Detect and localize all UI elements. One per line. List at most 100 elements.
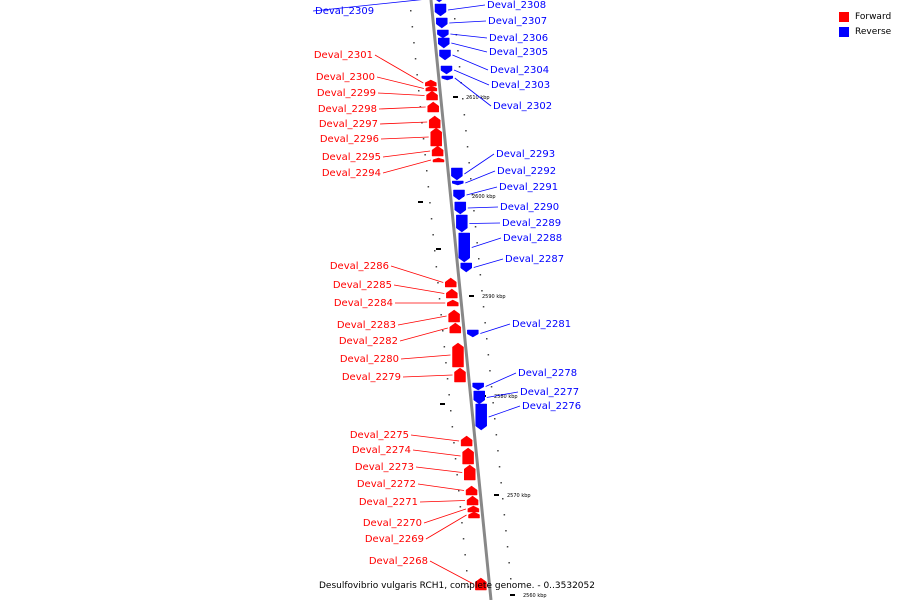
gene-label: Deval_2290 — [500, 202, 559, 213]
gene-label: Deval_2268 — [369, 556, 428, 567]
minor-tick — [427, 186, 430, 188]
gene-arrow — [438, 37, 450, 49]
gene-arrow — [460, 435, 473, 447]
minor-tick — [442, 330, 444, 332]
gene-arrow — [452, 342, 464, 368]
minor-tick — [457, 50, 459, 52]
gene-connector — [464, 153, 495, 175]
gene-label: Deval_2282 — [339, 336, 398, 347]
scale-tick — [494, 494, 499, 496]
gene-label: Deval_2302 — [493, 101, 552, 112]
gene-connector — [452, 54, 489, 71]
minor-tick — [434, 250, 436, 252]
minor-tick — [416, 74, 418, 76]
legend-item-forward: Forward — [839, 9, 891, 24]
gene-arrow — [434, 3, 447, 17]
minor-tick — [506, 546, 509, 548]
minor-tick — [481, 290, 483, 292]
gene-arrow — [445, 277, 457, 288]
minor-tick — [454, 18, 456, 20]
gene-arrow — [431, 145, 444, 157]
gene-label: Deval_2285 — [333, 280, 392, 291]
scale-tick — [510, 594, 515, 596]
gene-arrow — [453, 189, 465, 201]
gene-connector — [471, 237, 502, 248]
minor-tick — [426, 170, 428, 172]
gene-connector — [382, 159, 432, 174]
gene-connector — [410, 434, 460, 442]
gene-connector — [393, 284, 445, 294]
minor-tick — [471, 194, 474, 196]
gene-label: Deval_2271 — [359, 497, 418, 508]
gene-arrow — [451, 167, 463, 181]
minor-tick — [467, 586, 470, 588]
gene-arrow — [440, 65, 453, 75]
gene-label: Deval_2277 — [520, 387, 579, 398]
scale-tick — [418, 201, 423, 203]
gene-connector — [415, 466, 463, 473]
minor-tick — [474, 226, 477, 228]
minor-tick — [414, 58, 417, 60]
minor-tick — [503, 514, 506, 516]
scale-tick — [469, 295, 474, 297]
gene-label: Deval_2288 — [503, 233, 562, 244]
minor-tick — [508, 562, 510, 564]
gene-connector — [397, 315, 447, 326]
gene-connector — [488, 405, 521, 418]
gene-arrow — [465, 485, 478, 496]
gene-label: Deval_2286 — [330, 261, 389, 272]
minor-tick — [451, 426, 454, 428]
gene-arrow — [430, 127, 442, 147]
reverse-swatch — [839, 26, 849, 37]
gene-label: Deval_2306 — [489, 33, 548, 44]
minor-tick — [484, 322, 486, 324]
gene-connector — [382, 150, 431, 158]
gene-arrow — [447, 299, 459, 307]
gene-arrow — [427, 101, 439, 113]
minor-tick — [446, 378, 449, 380]
gene-arrow — [467, 329, 479, 338]
minor-tick — [494, 418, 496, 420]
gene-arrow — [439, 49, 451, 61]
gene-connector — [453, 69, 490, 86]
minor-tick — [411, 26, 414, 28]
gene-connector — [377, 92, 425, 96]
gene-label: Deval_2272 — [357, 479, 416, 490]
minor-tick — [463, 114, 466, 116]
minor-tick — [476, 242, 478, 244]
minor-tick — [502, 498, 504, 500]
minor-tick — [448, 394, 450, 396]
gene-label: Deval_2278 — [518, 368, 577, 379]
gene-label: Deval_2293 — [496, 149, 555, 160]
minor-tick — [490, 386, 493, 388]
scale-marks: 2610 kbp 2600 kbp 2590 kbp 2580 kbp 2570 kbp… — [418, 95, 547, 599]
gene-arrow — [460, 262, 472, 273]
minor-tick — [492, 402, 494, 404]
gene-arrow — [467, 505, 480, 513]
minor-tick — [482, 306, 485, 308]
minor-tick — [465, 130, 467, 132]
gene-features: Deval_2309 Deval_2308 Deval_2307 Deval_2306… — [312, 0, 581, 591]
gene-arrow — [428, 115, 441, 129]
gene-arrow — [425, 85, 438, 92]
minor-tick — [478, 258, 480, 260]
minor-tick — [458, 490, 460, 492]
scale-tick — [453, 96, 458, 98]
gene-connector — [466, 186, 498, 196]
gene-connector — [419, 500, 466, 503]
gene-arrow — [441, 75, 454, 81]
gene-label: Deval_2308 — [487, 0, 546, 11]
gene-connector — [412, 449, 461, 457]
minor-tick — [435, 266, 438, 268]
gene-arrow — [475, 403, 487, 431]
gene-label: Deval_2307 — [488, 16, 547, 27]
minor-tick — [466, 146, 469, 148]
gene-arrow — [462, 447, 474, 465]
minor-tick — [470, 178, 472, 180]
gene-connector — [467, 206, 499, 209]
gene-label: Deval_2281 — [512, 319, 571, 330]
gene-label: Deval_2295 — [322, 152, 381, 163]
gene-connector — [449, 20, 487, 24]
minor-tick — [410, 10, 412, 12]
